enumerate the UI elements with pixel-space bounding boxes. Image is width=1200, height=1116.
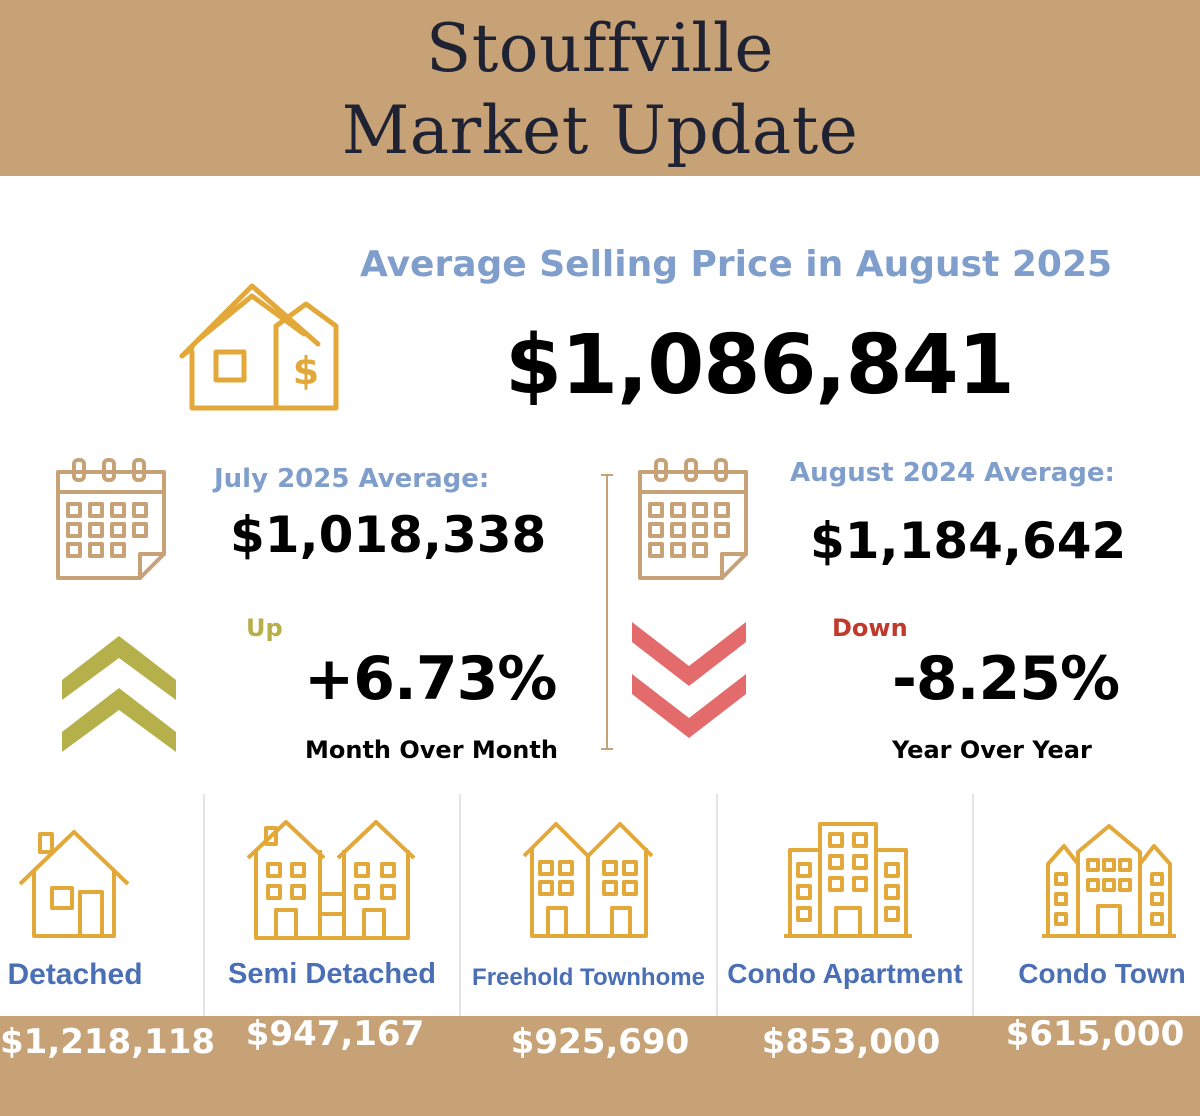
year-period-label: Year Over Year xyxy=(892,736,1092,764)
title-line-2: Market Update xyxy=(341,92,859,169)
column-divider xyxy=(203,794,205,1016)
type-label-condo-apartment: Condo Apartment xyxy=(727,958,963,989)
footer-band xyxy=(0,1016,1200,1116)
house-dollar-icon: $ xyxy=(179,283,339,411)
month-percent-change: +6.73% xyxy=(304,644,557,714)
divider-cap-bottom xyxy=(601,748,613,750)
type-label-condo-town: Condo Town xyxy=(1018,958,1186,989)
type-label-freehold-townhome: Freehold Townhome xyxy=(472,964,705,991)
column-divider xyxy=(459,794,461,1016)
center-divider xyxy=(606,474,608,750)
price-freehold-townhome: $925,690 xyxy=(510,1022,690,1062)
detached-house-icon xyxy=(18,830,130,938)
type-label-semi-detached: Semi Detached xyxy=(228,958,436,990)
price-condo-apartment: $853,000 xyxy=(761,1022,941,1062)
divider-cap-top xyxy=(601,474,613,476)
up-label: Up xyxy=(246,614,283,642)
down-label: Down xyxy=(832,614,908,642)
semi-detached-icon xyxy=(246,820,416,940)
month-compare-label: July 2025 Average: xyxy=(214,464,490,494)
calendar-icon xyxy=(638,458,748,580)
column-divider xyxy=(716,794,718,1016)
header-banner: Stouffville Market Update xyxy=(0,0,1200,176)
condo-town-icon xyxy=(1042,824,1176,938)
year-percent-change: -8.25% xyxy=(892,644,1120,714)
year-compare-value: $1,184,642 xyxy=(810,512,1127,570)
average-heading: Average Selling Price in August 2025 xyxy=(360,244,1113,285)
month-compare-value: $1,018,338 xyxy=(230,506,547,564)
month-period-label: Month Over Month xyxy=(305,736,558,764)
freehold-townhome-icon xyxy=(522,822,654,938)
type-label-detached: Detached xyxy=(7,958,143,991)
chevron-down-icon xyxy=(632,622,746,738)
condo-apartment-icon xyxy=(784,822,912,938)
price-condo-town: $615,000 xyxy=(1005,1014,1185,1054)
chevron-up-icon xyxy=(62,636,176,752)
calendar-icon xyxy=(56,458,166,580)
svg-text:$: $ xyxy=(293,349,319,393)
average-price: $1,086,841 xyxy=(505,318,1015,413)
price-detached: $1,218,118 xyxy=(0,1022,216,1062)
title-line-1: Stouffville xyxy=(425,10,774,87)
price-semi-detached: $947,167 xyxy=(245,1014,425,1054)
year-compare-label: August 2024 Average: xyxy=(790,458,1115,488)
column-divider xyxy=(972,794,974,1016)
